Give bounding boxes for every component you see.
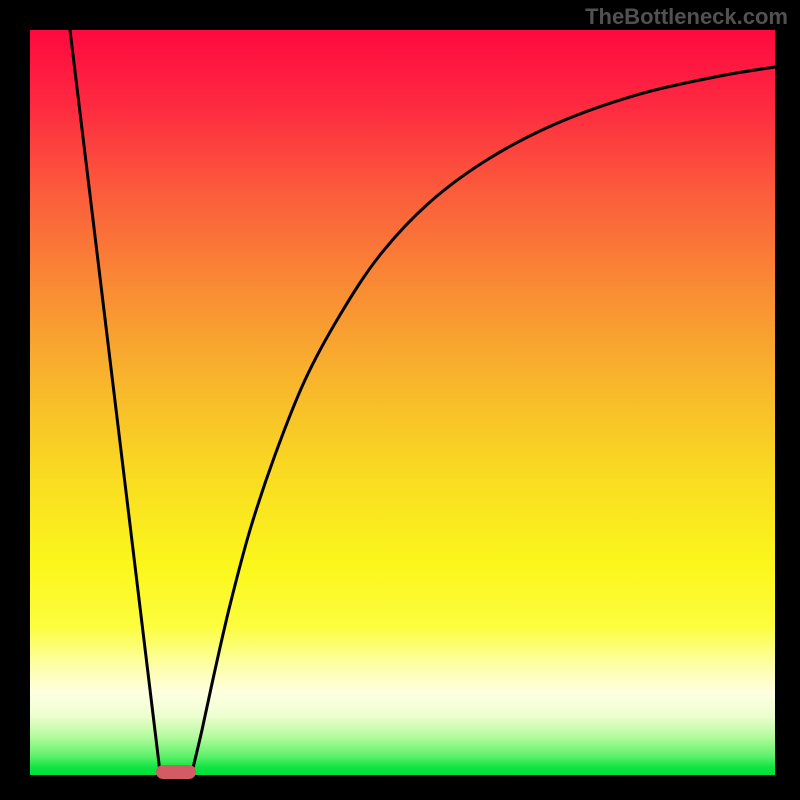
watermark-text: TheBottleneck.com xyxy=(585,4,788,30)
bottleneck-curves xyxy=(30,30,775,775)
chart-container: TheBottleneck.com xyxy=(0,0,800,800)
optimum-marker xyxy=(156,765,196,779)
plot-area xyxy=(30,30,775,775)
